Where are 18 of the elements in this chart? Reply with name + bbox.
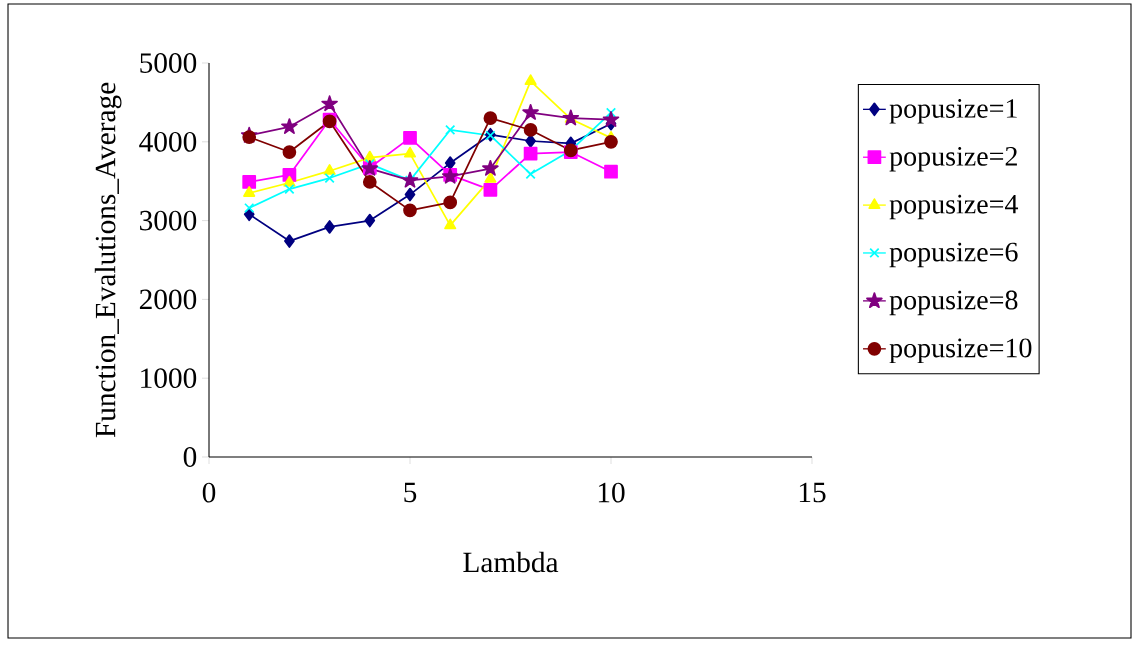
y-tick-label: 4000 xyxy=(139,131,197,152)
legend-label: popusize=2 xyxy=(889,146,1017,172)
x-tick-label: 10 xyxy=(598,482,625,503)
y-tick-label: 0 xyxy=(183,447,197,467)
legend-label: popusize=8 xyxy=(889,290,1018,316)
legend-label: popusize=10 xyxy=(889,338,1032,364)
x-tick-label: 0 xyxy=(202,482,216,503)
legend-label: popusize=4 xyxy=(889,194,1019,220)
y-tick-label: 3000 xyxy=(140,210,197,231)
y-tick-label: 1000 xyxy=(141,368,197,389)
x-tick-label: 5 xyxy=(404,482,417,503)
legend-label: popusize=6 xyxy=(889,242,1018,268)
y-tick-label: 5000 xyxy=(140,53,197,73)
y-axis-title: Function_Evalutions_Average xyxy=(94,82,122,438)
legend-label: popusize=1 xyxy=(889,99,1017,124)
x-axis-title: Lambda xyxy=(463,551,559,573)
x-tick-label: 15 xyxy=(799,482,826,503)
y-tick-label: 2000 xyxy=(139,289,197,310)
